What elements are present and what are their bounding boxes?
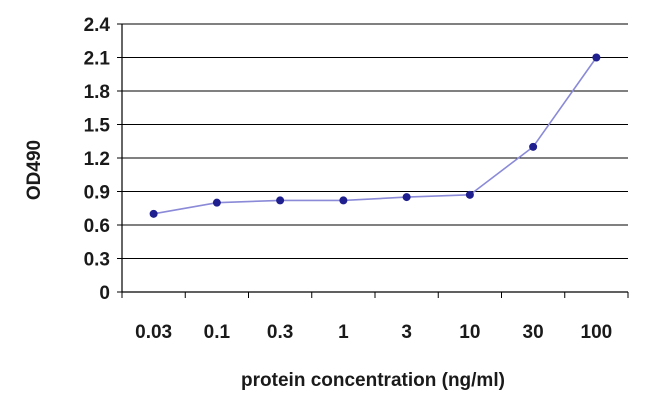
series-line xyxy=(149,53,601,218)
y-tick-label: 0 xyxy=(99,283,110,304)
data-point xyxy=(276,196,285,205)
y-tick-label: 1.8 xyxy=(84,82,110,103)
data-point xyxy=(149,209,158,218)
axes xyxy=(117,23,629,298)
y-tick-label: 1.5 xyxy=(84,116,111,137)
x-tick-labels: 0.03 0.1 0.3 1 3 10 30 100 xyxy=(135,322,612,343)
y-tick-label: 2.1 xyxy=(84,49,111,70)
x-tick-label: 3 xyxy=(401,322,412,343)
y-tick-label: 0.3 xyxy=(84,250,110,271)
data-point xyxy=(402,193,411,202)
y-tick-label: 1.2 xyxy=(84,149,110,170)
y-tick-label: 2.4 xyxy=(84,15,111,36)
x-tick-label: 10 xyxy=(459,322,480,343)
x-tick-label: 30 xyxy=(523,322,544,343)
data-point xyxy=(592,53,601,62)
y-tick-label: 0.9 xyxy=(84,183,110,204)
data-point xyxy=(212,198,221,207)
y-tick-labels: 0 0.3 0.6 0.9 1.2 1.5 1.8 2.1 2.4 xyxy=(84,15,111,304)
x-tick-label: 0.3 xyxy=(267,322,293,343)
data-point xyxy=(529,142,538,151)
x-tick-label: 0.03 xyxy=(135,322,172,343)
data-point xyxy=(465,190,474,199)
series-polyline xyxy=(153,57,598,215)
x-tick-label: 0.1 xyxy=(204,322,231,343)
y-axis-title: OD490 xyxy=(24,140,45,200)
x-tick-label: 100 xyxy=(581,322,613,343)
x-tick-label: 1 xyxy=(338,322,349,343)
x-axis-title: protein concentration (ng/ml) xyxy=(241,370,505,391)
y-tick-label: 0.6 xyxy=(84,216,110,237)
data-point xyxy=(339,196,348,205)
gridlines xyxy=(122,23,628,259)
